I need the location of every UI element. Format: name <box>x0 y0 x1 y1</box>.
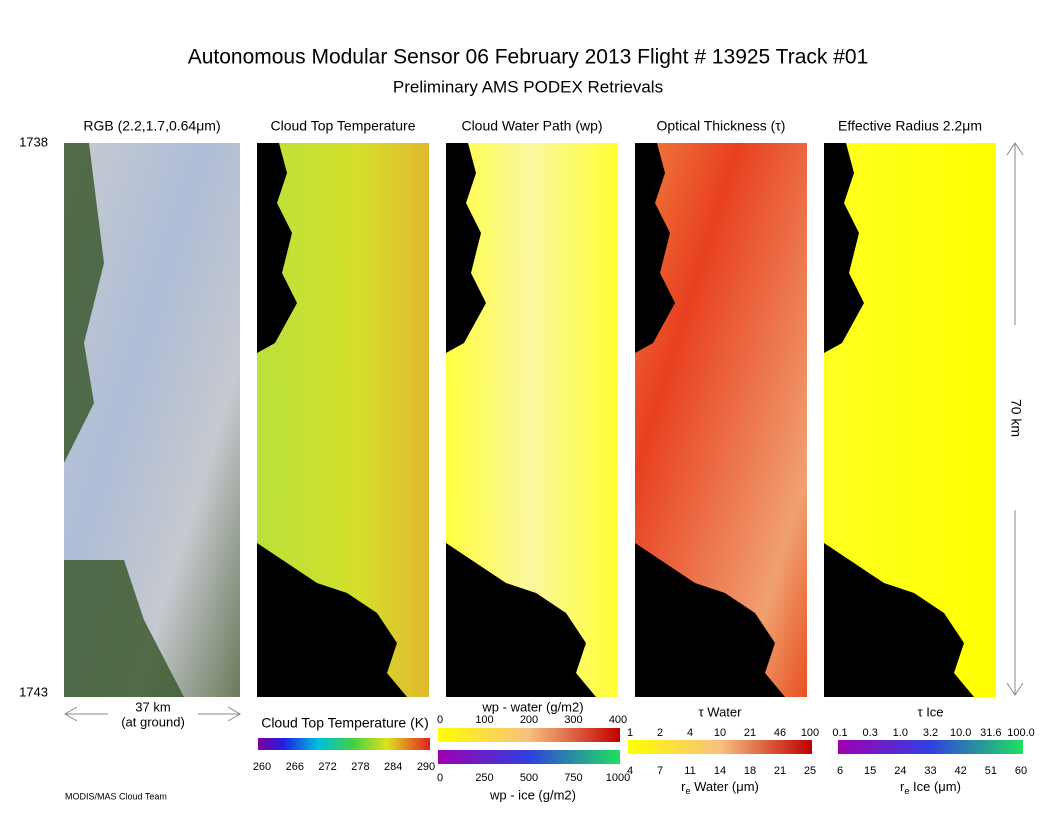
tick-label: 3.2 <box>923 727 938 739</box>
colorbar-label: Cloud Top Temperature (K) <box>261 715 429 731</box>
tick-label: 7 <box>657 765 663 777</box>
re-text: Ice (μm) <box>909 779 961 794</box>
tick-label: 24 <box>894 765 906 777</box>
tick-label: 750 <box>564 772 582 784</box>
re-symbol: r <box>681 779 686 794</box>
footer: MODIS/MAS Cloud Team <box>65 791 167 801</box>
re-subscript: e <box>904 786 909 796</box>
terrain <box>64 143 184 697</box>
re-symbol: r <box>900 779 905 794</box>
panel-title: RGB (2.2,1.7,0.64μm) <box>83 118 220 134</box>
tick-label: 46 <box>774 727 786 739</box>
time-end: 1743 <box>19 684 48 699</box>
tick-label: 272 <box>318 761 336 773</box>
panel-title: Cloud Water Path (wp) <box>461 118 602 134</box>
tick-label: 42 <box>955 765 967 777</box>
tick-label: 400 <box>609 714 627 726</box>
tick-label: 300 <box>564 714 582 726</box>
tick-label: 100 <box>801 727 819 739</box>
panels: RGB (2.2,1.7,0.64μm) Cloud Top Temperatur… <box>64 118 996 697</box>
re-subscript: e <box>685 786 690 796</box>
time-start: 1738 <box>19 134 48 149</box>
tick-label: 10 <box>714 727 726 739</box>
across-scale <box>64 706 241 722</box>
tick-label: 14 <box>714 765 726 777</box>
arrow-head <box>64 706 241 722</box>
across-note: (at ground) <box>121 714 185 729</box>
re-label: re Water (μm) <box>681 779 759 796</box>
arrow-head <box>1006 142 1024 696</box>
tick-label: 21 <box>774 765 786 777</box>
title: Autonomous Modular Sensor 06 February 20… <box>188 46 869 69</box>
tick-label: 100 <box>475 714 493 726</box>
subtitle: Preliminary AMS PODEX Retrievals <box>393 77 663 96</box>
colorbar <box>438 750 620 764</box>
tick-label: 15 <box>864 765 876 777</box>
tick-label: 11 <box>684 765 695 777</box>
panel-title: Optical Thickness (τ) <box>657 118 786 134</box>
panel-title: Cloud Top Temperature <box>270 118 415 134</box>
tick-label: 284 <box>384 761 402 773</box>
title-block: Autonomous Modular Sensor 06 February 20… <box>188 46 869 97</box>
tick-label: 500 <box>520 772 538 784</box>
tick-label: 2 <box>657 727 663 739</box>
tick-label: 10.0 <box>950 727 971 739</box>
colorbar <box>438 728 620 742</box>
tick-label: 0 <box>437 714 443 726</box>
tick-label: 290 <box>417 761 435 773</box>
colorbar-label: τ Ice <box>917 704 943 719</box>
tick-label: 0 <box>437 772 443 784</box>
tick-label: 0.3 <box>863 727 878 739</box>
colorbars: Cloud Top Temperature (K)260 266 272 278 284… <box>253 699 1035 802</box>
tick-label: 4 <box>627 765 633 777</box>
tick-label: 1000 <box>606 772 630 784</box>
tick-label: 60 <box>1015 765 1027 777</box>
along-label: 70 km <box>1008 399 1024 437</box>
tick-label: 0.1 <box>832 727 847 739</box>
colorbar-label: τ Water <box>699 704 743 719</box>
tick-label: 18 <box>744 765 756 777</box>
tick-label: 200 <box>520 714 538 726</box>
tick-label: 266 <box>286 761 304 773</box>
colorbar-label: wp - ice (g/m2) <box>489 787 576 802</box>
colorbar <box>628 740 812 754</box>
tick-label: 100.0 <box>1007 727 1035 739</box>
tick-label: 4 <box>687 727 693 739</box>
tick-label: 33 <box>924 765 936 777</box>
along-scale <box>1006 142 1024 696</box>
tick-label: 51 <box>985 765 997 777</box>
tick-label: 21 <box>744 727 756 739</box>
tick-label: 31.6 <box>980 727 1001 739</box>
colorbar-label: wp - water (g/m2) <box>481 699 583 714</box>
tick-label: 1.0 <box>893 727 908 739</box>
tick-label: 25 <box>804 765 816 777</box>
colorbar <box>838 740 1023 754</box>
tick-label: 250 <box>475 772 493 784</box>
panel-title: Effective Radius 2.2μm <box>838 118 982 134</box>
tick-label: 6 <box>837 765 843 777</box>
tick-label: 278 <box>351 761 369 773</box>
re-text: Water (μm) <box>690 779 758 794</box>
across-distance: 37 km <box>135 699 170 714</box>
re-label: re Ice (μm) <box>900 779 961 796</box>
tick-label: 260 <box>253 761 271 773</box>
tick-label: 1 <box>627 727 633 739</box>
colorbar <box>258 738 430 750</box>
